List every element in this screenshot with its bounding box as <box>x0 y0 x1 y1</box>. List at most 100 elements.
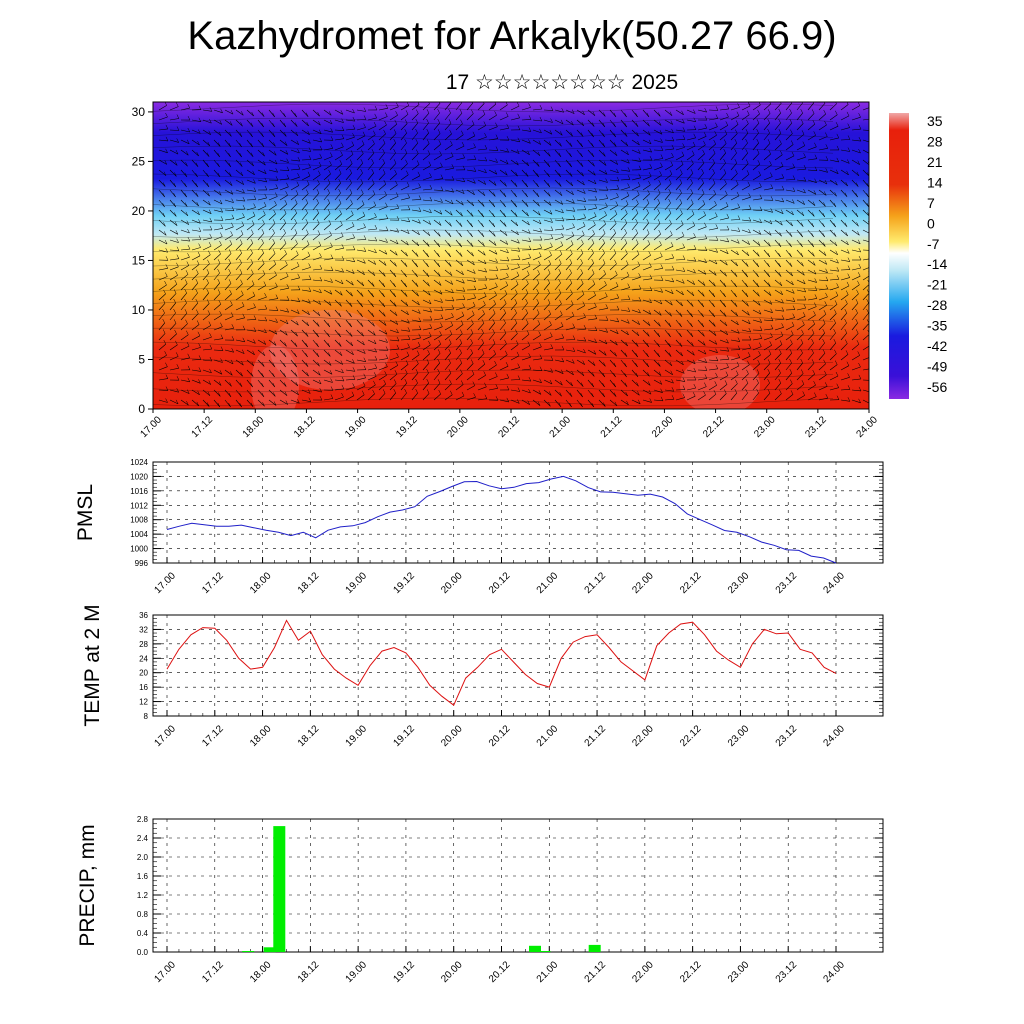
wind-barb <box>565 219 576 221</box>
wind-barb <box>158 249 168 253</box>
wind-barb <box>213 119 222 125</box>
wind-barb-flag <box>294 199 298 204</box>
wind-barb <box>477 259 487 265</box>
wind-barb <box>686 182 693 191</box>
wind-barb-flag <box>296 320 299 326</box>
wind-barb-flag <box>220 108 223 113</box>
wind-barb <box>741 355 751 361</box>
wind-barb <box>279 119 287 128</box>
wind-barb-flag <box>306 371 309 377</box>
wind-barb <box>609 285 619 291</box>
wind-barb-flag <box>385 362 388 367</box>
wind-barb-flag <box>870 365 872 369</box>
temp-line <box>166 619 837 706</box>
wind-barb-flag <box>583 197 587 202</box>
wind-barb-flag <box>330 266 334 271</box>
wind-barb-flag <box>767 139 771 144</box>
wind-barb-flag <box>813 131 816 136</box>
wind-barb-flag <box>338 342 342 347</box>
wind-barb <box>664 257 674 261</box>
wind-barb <box>752 309 762 315</box>
wind-barb-flag <box>295 381 299 387</box>
wind-barb-flag <box>393 129 397 134</box>
wind-barb-flag <box>603 161 607 166</box>
wind-barb <box>411 164 420 171</box>
wind-barb <box>400 249 408 257</box>
wind-barb <box>642 176 652 181</box>
wind-barb <box>708 153 716 161</box>
wind-barb-flag <box>328 361 332 366</box>
wind-barb <box>235 339 245 343</box>
wind-barb <box>202 292 209 301</box>
wind-barb-flag <box>692 221 696 226</box>
wind-barb <box>609 253 617 261</box>
wind-barb-flag <box>581 290 585 295</box>
wind-barb <box>642 379 651 386</box>
wind-barb-flag <box>286 308 289 313</box>
wind-barb <box>587 169 596 176</box>
pmsl-x-tick-label: 23.00 <box>726 570 752 596</box>
wind-barb-flag <box>758 350 761 356</box>
wind-barb <box>653 129 663 135</box>
wind-barb-flag <box>583 348 586 354</box>
wind-barb-flag <box>352 383 355 388</box>
precip-bar <box>273 826 286 952</box>
wind-barb-flag <box>583 205 587 210</box>
wind-barb-flag <box>701 322 705 328</box>
wind-barb-flag <box>240 371 243 377</box>
wind-barb <box>257 399 265 407</box>
wind-barb <box>356 144 365 151</box>
wind-barb <box>356 269 365 276</box>
wind-barb <box>235 399 242 408</box>
wind-barb-flag <box>340 232 344 237</box>
wind-barb-flag <box>660 288 663 293</box>
wind-barb-flag <box>845 350 849 355</box>
wind-barb <box>301 129 310 136</box>
wind-barb-flag <box>239 152 242 158</box>
wind-barb <box>279 203 287 211</box>
wind-barb-flag <box>866 308 869 314</box>
wind-barb-flag <box>451 288 454 294</box>
wind-barb <box>510 139 520 143</box>
wind-barb-flag <box>814 294 818 299</box>
wind-barb <box>653 183 661 191</box>
wind-barb-flag <box>417 341 421 347</box>
wind-barb <box>378 218 388 221</box>
wind-barb-flag <box>250 372 254 377</box>
page-subtitle: 17 ☆☆☆☆☆☆☆☆ 2025 <box>445 71 679 94</box>
wind-barb <box>697 109 707 113</box>
wind-barb-flag <box>671 265 675 271</box>
wind-barb <box>664 299 673 306</box>
wind-barb-flag <box>814 178 817 183</box>
wind-barb-flag <box>471 109 474 114</box>
wind-barb <box>818 249 827 256</box>
wind-barb-flag <box>614 401 618 406</box>
precip-y-tick-label: 2.0 <box>137 853 149 862</box>
wind-barb <box>158 105 167 111</box>
wind-barb-flag <box>461 189 465 194</box>
wind-barb-flag <box>635 372 639 377</box>
wind-barb <box>389 142 396 151</box>
wind-barb <box>730 329 740 334</box>
wind-barb-flag <box>272 132 276 137</box>
wind-barb <box>631 129 639 137</box>
wind-barb-flag <box>825 292 828 298</box>
wind-barb <box>268 196 278 201</box>
wind-barb <box>411 187 421 191</box>
wind-barb-flag <box>176 262 179 267</box>
wind-barb <box>785 394 794 401</box>
wind-barb-flag <box>296 309 300 314</box>
wind-barb <box>235 283 243 291</box>
wind-barb <box>213 189 222 196</box>
wind-barb-flag <box>725 121 729 126</box>
wind-barb <box>400 279 407 288</box>
wind-barb-flag <box>592 229 595 235</box>
wind-barb <box>719 205 729 211</box>
wind-barb <box>345 349 354 356</box>
wind-barb <box>785 133 793 141</box>
wind-barb <box>697 309 704 318</box>
wind-barb-flag <box>306 321 310 327</box>
wind-barb-flag <box>318 120 321 126</box>
wind-barb <box>422 382 429 391</box>
wind-barb <box>675 109 684 116</box>
